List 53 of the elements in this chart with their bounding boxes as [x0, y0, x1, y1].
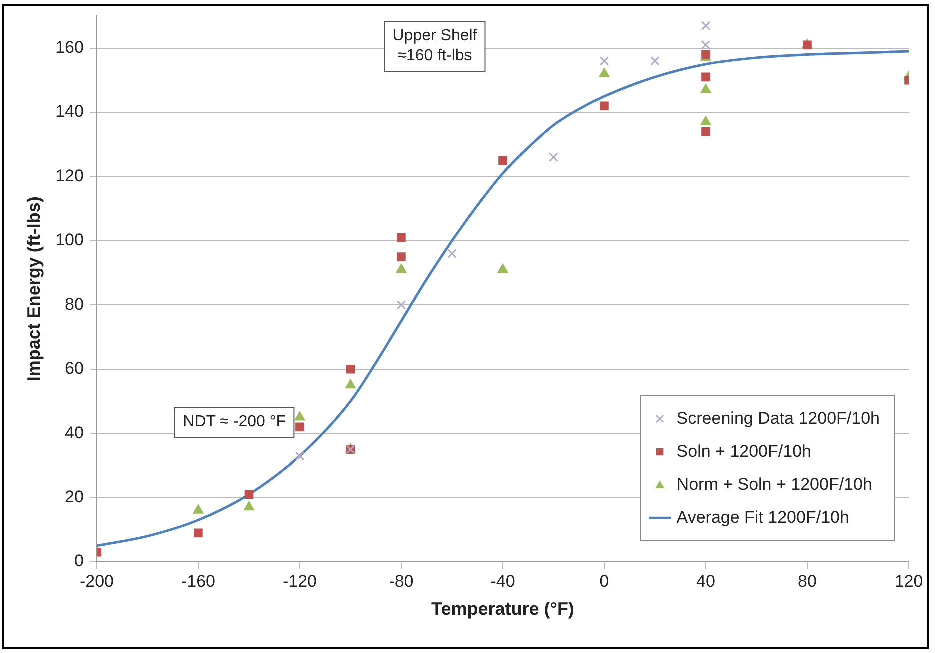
point: [702, 127, 710, 136]
x-tick-label: 0: [600, 572, 610, 591]
x-tick-label: -80: [389, 572, 414, 591]
point: [600, 56, 610, 66]
point: [397, 233, 406, 242]
y-tick-label: 60: [65, 359, 84, 378]
y-tick-label: 80: [65, 294, 84, 314]
point: [346, 364, 356, 374]
point: [599, 68, 610, 78]
y-tick-label: 0: [74, 552, 84, 571]
x-tick-label: -40: [490, 572, 516, 591]
point: [294, 412, 306, 421]
point: [244, 501, 254, 511]
point: [498, 264, 508, 274]
y-tick-label: 20: [65, 487, 84, 506]
y-tick-label: 40: [65, 423, 84, 442]
point: [498, 156, 508, 166]
annotation: NDT ≈ -200 °F: [183, 413, 286, 430]
point: [396, 300, 406, 310]
point: [549, 152, 558, 162]
point: [700, 84, 712, 94]
y-tick-label: 160: [56, 38, 84, 57]
point: [194, 528, 203, 538]
point: [397, 252, 406, 262]
x-tick-label: 80: [798, 572, 817, 591]
point: [701, 21, 711, 30]
y-tick-label: 100: [56, 230, 84, 250]
point: [600, 102, 609, 110]
point: [702, 72, 710, 82]
y-axis-title: Impact Energy (ft-lbs): [24, 196, 44, 382]
point: [701, 40, 711, 50]
x-axis-title: Temperature (°F): [432, 599, 574, 620]
x-tick-label: -160: [181, 572, 216, 591]
point: [700, 116, 712, 126]
legend-label: Screening Data 1200F/10h: [676, 408, 880, 428]
x-tick-label: -120: [282, 572, 317, 591]
point: [296, 422, 304, 432]
x-tick-label: 120: [894, 572, 924, 591]
x-tick-label: -200: [80, 572, 114, 591]
y-tick-label: 120: [56, 166, 84, 186]
legend-label: Average Fit 1200F/10h: [676, 508, 850, 528]
x-tick-label: 40: [696, 572, 716, 591]
point: [244, 490, 254, 499]
legend-label: Norm + Soln + 1200F/10h: [676, 474, 872, 494]
point: [396, 264, 407, 274]
point: [650, 56, 660, 66]
y-tick-label: 140: [56, 102, 84, 122]
point: [345, 379, 356, 389]
annotation: Upper Shelf ≈160 ft-lbs: [392, 27, 478, 64]
point: [295, 451, 305, 461]
legend-label: Soln + 1200F/10h: [676, 442, 812, 462]
point: [448, 249, 457, 258]
point: [193, 504, 204, 514]
